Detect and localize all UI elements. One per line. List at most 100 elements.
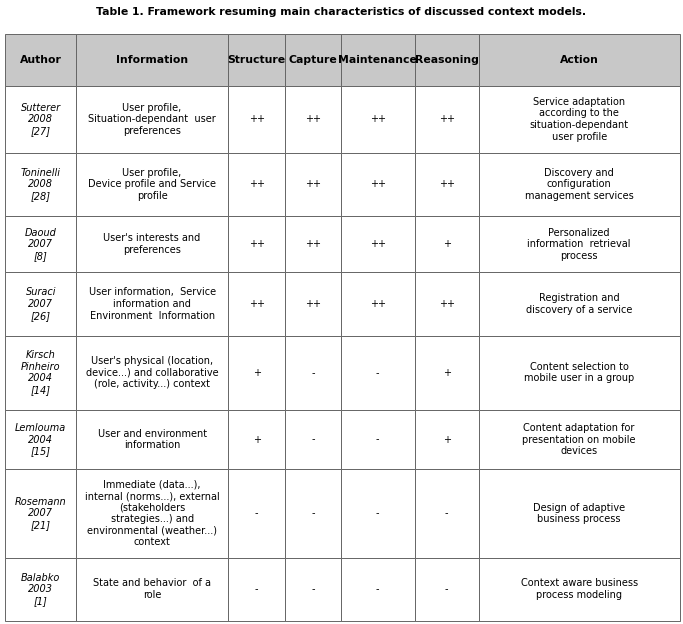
Text: ++: ++ [305, 114, 321, 124]
Text: ++: ++ [305, 179, 321, 189]
Bar [415, 153, 479, 216]
Bar [285, 469, 341, 557]
Bar [76, 336, 228, 409]
Text: +: + [443, 434, 451, 444]
Bar [76, 34, 228, 85]
Bar [285, 34, 341, 85]
Bar [228, 469, 285, 557]
Text: +: + [443, 239, 451, 249]
Text: -: - [311, 509, 315, 519]
Bar [285, 557, 341, 621]
Bar [285, 409, 341, 469]
Bar [76, 557, 228, 621]
Text: Personalized
information  retrieval
process: Personalized information retrieval proce… [527, 228, 631, 261]
Text: Action: Action [559, 55, 598, 65]
Bar [341, 153, 415, 216]
Text: -: - [376, 584, 379, 594]
Text: +: + [443, 368, 451, 378]
Text: Author: Author [20, 55, 61, 65]
Text: Context aware business
process modeling: Context aware business process modeling [520, 578, 638, 600]
Text: Lemlouma
2004
[15]: Lemlouma 2004 [15] [15, 423, 66, 456]
Bar [341, 557, 415, 621]
Text: User profile,
Device profile and Service
profile: User profile, Device profile and Service… [88, 168, 216, 201]
Bar [479, 557, 680, 621]
Bar [5, 336, 76, 409]
Text: User and environment
information: User and environment information [98, 429, 207, 451]
Bar [285, 85, 341, 153]
Text: Balabko
2003
[1]: Balabko 2003 [1] [21, 573, 61, 606]
Text: Design of adaptive
business process: Design of adaptive business process [533, 503, 625, 524]
Bar [5, 34, 76, 85]
Text: Daoud
2007
[8]: Daoud 2007 [8] [25, 228, 57, 261]
Bar [228, 153, 285, 216]
Text: -: - [445, 584, 449, 594]
Text: -: - [311, 434, 315, 444]
Bar [341, 216, 415, 272]
Bar [285, 153, 341, 216]
Bar [415, 409, 479, 469]
Text: Discovery and
configuration
management services: Discovery and configuration management s… [525, 168, 634, 201]
Bar [76, 153, 228, 216]
Text: +: + [253, 368, 261, 378]
Bar [285, 272, 341, 336]
Text: ++: ++ [249, 239, 264, 249]
Bar [5, 85, 76, 153]
Text: Rosemann
2007
[21]: Rosemann 2007 [21] [15, 497, 67, 530]
Text: ++: ++ [370, 114, 386, 124]
Bar [479, 469, 680, 557]
Bar [341, 272, 415, 336]
Text: +: + [253, 434, 261, 444]
Bar [76, 85, 228, 153]
Bar [341, 409, 415, 469]
Bar [341, 34, 415, 85]
Bar [479, 336, 680, 409]
Bar [341, 85, 415, 153]
Bar [5, 557, 76, 621]
Bar [415, 216, 479, 272]
Text: Table 1. Framework resuming main characteristics of discussed context models.: Table 1. Framework resuming main charact… [96, 7, 587, 17]
Bar [415, 336, 479, 409]
Text: User information,  Service
information and
Environment  Information: User information, Service information an… [89, 288, 216, 321]
Bar [341, 336, 415, 409]
Bar [415, 34, 479, 85]
Bar [76, 272, 228, 336]
Bar [5, 216, 76, 272]
Bar [285, 216, 341, 272]
Text: ++: ++ [249, 179, 264, 189]
Bar [479, 85, 680, 153]
Text: -: - [255, 584, 258, 594]
Bar [228, 216, 285, 272]
Bar [228, 272, 285, 336]
Bar [5, 469, 76, 557]
Bar [5, 153, 76, 216]
Text: Information: Information [116, 55, 188, 65]
Text: Sutterer
2008
[27]: Sutterer 2008 [27] [20, 102, 61, 136]
Text: -: - [311, 368, 315, 378]
Bar [228, 34, 285, 85]
Bar [76, 216, 228, 272]
Text: Toninelli
2008
[28]: Toninelli 2008 [28] [21, 168, 61, 201]
Text: ++: ++ [370, 299, 386, 309]
Text: ++: ++ [438, 179, 455, 189]
Text: ++: ++ [370, 179, 386, 189]
Text: State and behavior  of a
role: State and behavior of a role [93, 578, 211, 600]
Text: -: - [311, 584, 315, 594]
Text: User profile,
Situation-dependant  user
preferences: User profile, Situation-dependant user p… [88, 102, 216, 136]
Text: User's physical (location,
device...) and collaborative
(role, activity...) cont: User's physical (location, device...) an… [86, 356, 219, 389]
Text: Maintenance: Maintenance [338, 55, 417, 65]
Text: ++: ++ [438, 299, 455, 309]
Text: -: - [255, 509, 258, 519]
Text: -: - [376, 368, 379, 378]
Bar [5, 409, 76, 469]
Bar [228, 409, 285, 469]
Bar [285, 336, 341, 409]
Text: User's interests and
preferences: User's interests and preferences [103, 233, 201, 255]
Text: Capture: Capture [288, 55, 337, 65]
Bar [228, 336, 285, 409]
Bar [479, 153, 680, 216]
Text: ++: ++ [370, 239, 386, 249]
Bar [228, 557, 285, 621]
Text: ++: ++ [305, 239, 321, 249]
Text: ++: ++ [305, 299, 321, 309]
Text: ++: ++ [438, 114, 455, 124]
